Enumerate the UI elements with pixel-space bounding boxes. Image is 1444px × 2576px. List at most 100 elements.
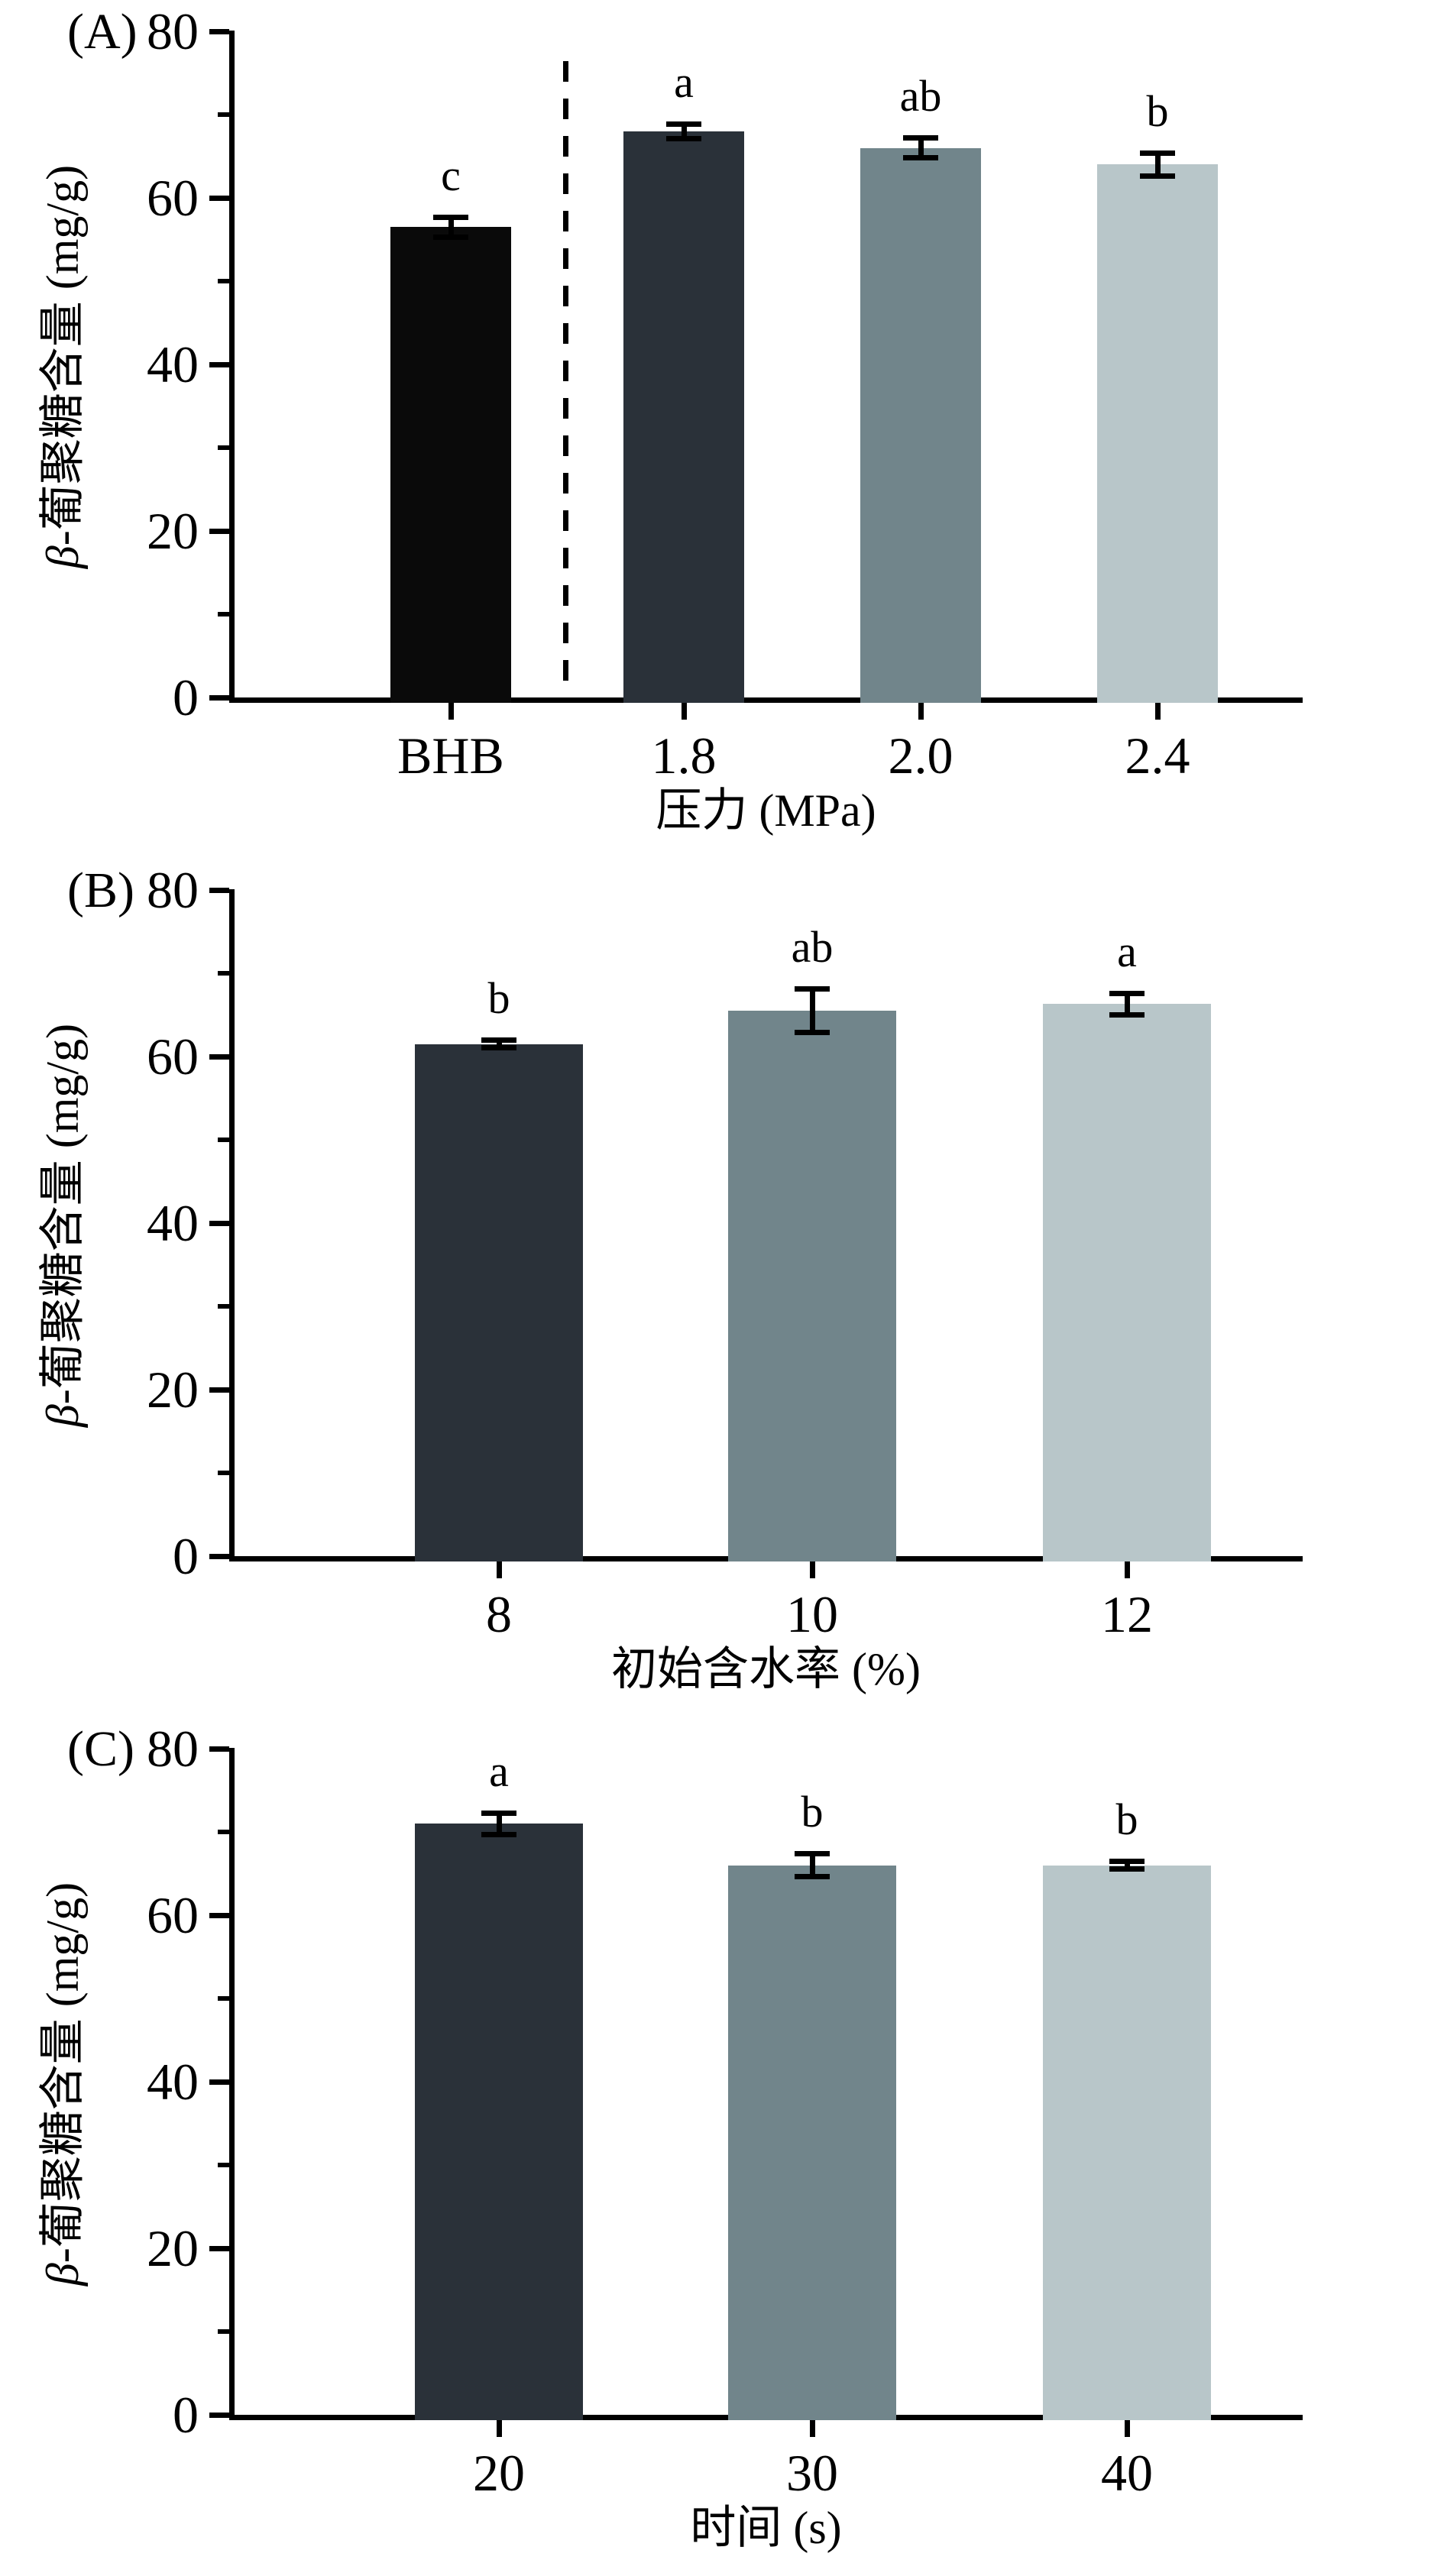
error-bar-cap-bottom	[1109, 1011, 1145, 1018]
error-bar-cap-bottom	[795, 1874, 830, 1880]
y-major-tick	[209, 196, 229, 201]
panel-time: (C) β-葡聚糖含量 (mg/g) 0 20 40 60 80 a 20 b 30 b 40 时间…	[0, 1717, 1444, 2576]
y-major-tick	[209, 1054, 229, 1060]
y-tick-label: 40	[147, 335, 199, 393]
y-minor-tick	[218, 2329, 229, 2334]
bar-1.8	[623, 131, 744, 703]
significance-letter: c	[441, 150, 461, 200]
significance-letter: b	[1115, 1794, 1138, 1844]
error-bar-cap-bottom	[481, 1831, 516, 1837]
bar-BHB	[390, 227, 511, 703]
y-axis-title: β-葡聚糖含量 (mg/g)	[37, 164, 88, 569]
bar-20	[415, 1824, 583, 2420]
y-minor-tick	[218, 612, 229, 616]
y-axis-title: β-葡聚糖含量 (mg/g)	[37, 1882, 88, 2286]
y-major-tick	[209, 529, 229, 534]
y-major-tick	[209, 1221, 229, 1226]
error-bar-cap-bottom	[433, 234, 468, 240]
y-tick-label: 40	[147, 1194, 199, 1252]
error-bar	[497, 1037, 502, 1051]
plot-area: 0 20 40 60 80 c BHB a 1.8 ab 2.0 b 2.4	[147, 4, 1303, 784]
y-tick-label: 0	[173, 2386, 199, 2444]
y-tick-label: 0	[173, 668, 199, 727]
y-minor-tick	[218, 1304, 229, 1309]
bar-8	[415, 1044, 583, 1561]
significance-letter: ab	[791, 922, 834, 972]
plot-area: 0 20 40 60 80 a 20 b 30 b 40	[147, 1721, 1303, 2501]
x-tick-label: 20	[473, 2444, 525, 2502]
x-tick	[1125, 2420, 1130, 2437]
x-tick-label: 8	[486, 1585, 512, 1643]
x-tick-label: 10	[786, 1585, 838, 1643]
x-tick	[810, 1561, 815, 1578]
significance-letter: b	[487, 972, 510, 1023]
error-bar	[810, 1851, 815, 1880]
x-tick	[448, 703, 454, 720]
error-bar	[497, 1810, 502, 1837]
y-minor-tick	[218, 1830, 229, 1834]
y-tick-label: 60	[147, 1886, 199, 1944]
x-tick	[682, 703, 687, 720]
error-bar-cap-top	[666, 121, 701, 127]
x-tick-label: 2.0	[888, 727, 953, 785]
plot-area: 0 20 40 60 80 b 8 ab 10 a 12	[147, 862, 1303, 1642]
y-axis	[229, 31, 235, 703]
y-minor-tick	[218, 112, 229, 117]
error-bar-cap-bottom	[795, 1029, 830, 1035]
y-tick-label: 60	[147, 1027, 199, 1086]
error-bar	[810, 986, 815, 1035]
x-tick-label: 30	[786, 2444, 838, 2502]
error-bar	[1155, 150, 1161, 179]
y-axis	[229, 889, 235, 1561]
bar-30	[728, 1865, 896, 2420]
y-major-tick	[209, 1746, 229, 1752]
y-major-tick	[209, 362, 229, 367]
x-tick-label: 12	[1101, 1585, 1153, 1643]
error-bar-cap-bottom	[481, 1045, 516, 1051]
panel-label: (A)	[67, 4, 138, 60]
x-tick	[1155, 703, 1161, 720]
significance-letter: a	[489, 1746, 509, 1796]
error-bar	[1125, 990, 1130, 1018]
error-bar-cap-top	[903, 135, 938, 141]
error-bar-cap-top	[795, 986, 830, 992]
y-minor-tick	[218, 971, 229, 976]
x-axis-title: 压力 (MPa)	[656, 785, 876, 836]
y-major-tick	[209, 1554, 229, 1559]
error-bar-cap-top	[1109, 1858, 1145, 1864]
error-bar	[1125, 1858, 1130, 1872]
x-tick	[1125, 1561, 1130, 1578]
y-major-tick	[209, 1387, 229, 1393]
x-tick-label: 2.4	[1125, 727, 1190, 785]
y-major-tick	[209, 888, 229, 893]
error-bar-cap-bottom	[1140, 173, 1175, 179]
error-bar	[448, 214, 454, 240]
significance-letter: ab	[899, 71, 942, 121]
error-bar-cap-top	[1140, 150, 1175, 156]
y-major-tick	[209, 2079, 229, 2085]
error-bar-cap-top	[795, 1851, 830, 1857]
x-axis	[229, 697, 1303, 703]
y-major-tick	[209, 695, 229, 701]
y-tick-label: 40	[147, 2053, 199, 2111]
error-bar-cap-bottom	[666, 135, 701, 141]
y-axis	[229, 1748, 235, 2420]
error-bar	[682, 121, 687, 141]
y-minor-tick	[218, 1138, 229, 1142]
significance-letter: b	[801, 1787, 824, 1837]
x-axis-title: 时间 (s)	[690, 2503, 842, 2553]
x-tick	[810, 2420, 815, 2437]
error-bar-cap-top	[433, 214, 468, 220]
y-tick-label: 0	[173, 1527, 199, 1585]
x-tick	[497, 1561, 502, 1578]
panel-label: (C)	[67, 1721, 134, 1777]
bar-10	[728, 1011, 896, 1561]
significance-letter: a	[1117, 926, 1137, 976]
significance-letter: b	[1146, 86, 1169, 136]
dashed-separator	[563, 61, 568, 697]
error-bar-cap-top	[481, 1810, 516, 1816]
y-tick-label: 60	[147, 169, 199, 227]
y-tick-label: 20	[147, 502, 199, 560]
y-major-tick	[209, 2246, 229, 2251]
x-tick-label: 1.8	[651, 727, 717, 785]
